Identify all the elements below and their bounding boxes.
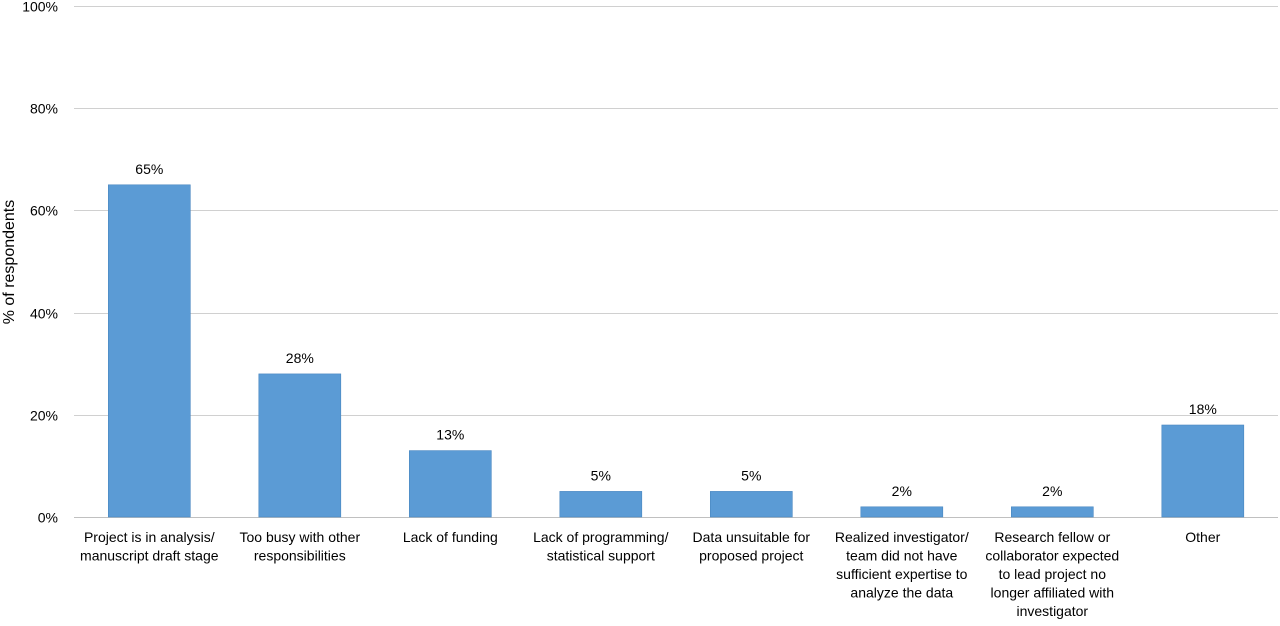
x-category-label: Other — [1185, 529, 1220, 545]
y-tick-label: 60% — [30, 203, 58, 219]
x-category-label: Realized investigator/team did not have s… — [835, 529, 969, 601]
y-tick-label: 20% — [30, 408, 58, 424]
bar-value-label: 28% — [286, 350, 314, 366]
x-category-label-line: collaborator expected — [985, 548, 1119, 564]
bar — [1161, 424, 1245, 518]
x-category-label-line: proposed project — [699, 548, 803, 564]
bar-value-label: 18% — [1189, 401, 1217, 417]
bar-value-label: 2% — [892, 483, 912, 499]
x-category-label: Lack of funding — [403, 529, 498, 545]
x-category-label-line: team did not have — [846, 548, 958, 564]
bar — [108, 184, 191, 518]
x-category-label: Lack of programming/statistical support — [533, 529, 669, 564]
x-category-label-line: longer affiliated with — [991, 585, 1114, 601]
x-category-label-line: to lead project no — [999, 566, 1107, 582]
bar-value-label: 2% — [1042, 483, 1062, 499]
x-category-label-line: investigator — [1017, 603, 1089, 619]
x-category-label-line: analyze the data — [850, 585, 953, 601]
x-category-label: Too busy with other responsibilities — [239, 529, 360, 564]
y-tick-label: 80% — [30, 101, 58, 117]
x-category-label-line: Lack of programming/ — [533, 529, 669, 545]
bar — [860, 506, 944, 518]
bar — [258, 373, 342, 518]
y-axis-title: % of respondents — [1, 200, 18, 325]
bar — [408, 450, 492, 518]
x-category-label: Research fellow or collaborator expected t… — [985, 529, 1119, 619]
x-category-label-line: responsibilities — [254, 548, 346, 564]
y-tick-label: 0% — [38, 510, 58, 526]
x-category-label-line: Realized investigator/ — [835, 529, 969, 545]
x-category-label: Project is in analysis/manuscript draft … — [80, 529, 219, 564]
x-category-label-line: manuscript draft stage — [80, 548, 219, 564]
data-labels: 65% 28% 13% 5% 5% 2% 2% 18% — [135, 161, 1217, 499]
bars — [108, 184, 1245, 518]
category-labels: Project is in analysis/manuscript draft … — [80, 529, 1221, 619]
x-category-label-line: Other — [1185, 529, 1220, 545]
bar — [709, 491, 793, 518]
bar-value-label: 13% — [436, 427, 464, 443]
gridlines — [74, 6, 1278, 518]
bar — [1010, 506, 1094, 518]
bar-value-label: 5% — [591, 467, 611, 483]
x-category-label-line: statistical support — [547, 548, 655, 564]
x-category-label-line: Lack of funding — [403, 529, 498, 545]
x-category-label-line: Too busy with other — [239, 529, 360, 545]
x-category-label-line: sufficient expertise to — [836, 566, 967, 582]
x-category-label-line: Research fellow or — [994, 529, 1110, 545]
x-category-label-line: Data unsuitable for — [693, 529, 811, 545]
bar — [559, 491, 643, 518]
bar-value-label: 5% — [741, 467, 761, 483]
x-category-label-line: Project is in analysis/ — [84, 529, 215, 545]
x-category-label: Data unsuitable for proposed project — [693, 529, 811, 564]
y-tick-label: 40% — [30, 306, 58, 322]
y-tick-label: 100% — [22, 0, 58, 15]
bar-value-label: 65% — [135, 161, 163, 177]
y-axis-ticks: 0% 20% 40% 60% 80% 100% — [22, 0, 58, 526]
